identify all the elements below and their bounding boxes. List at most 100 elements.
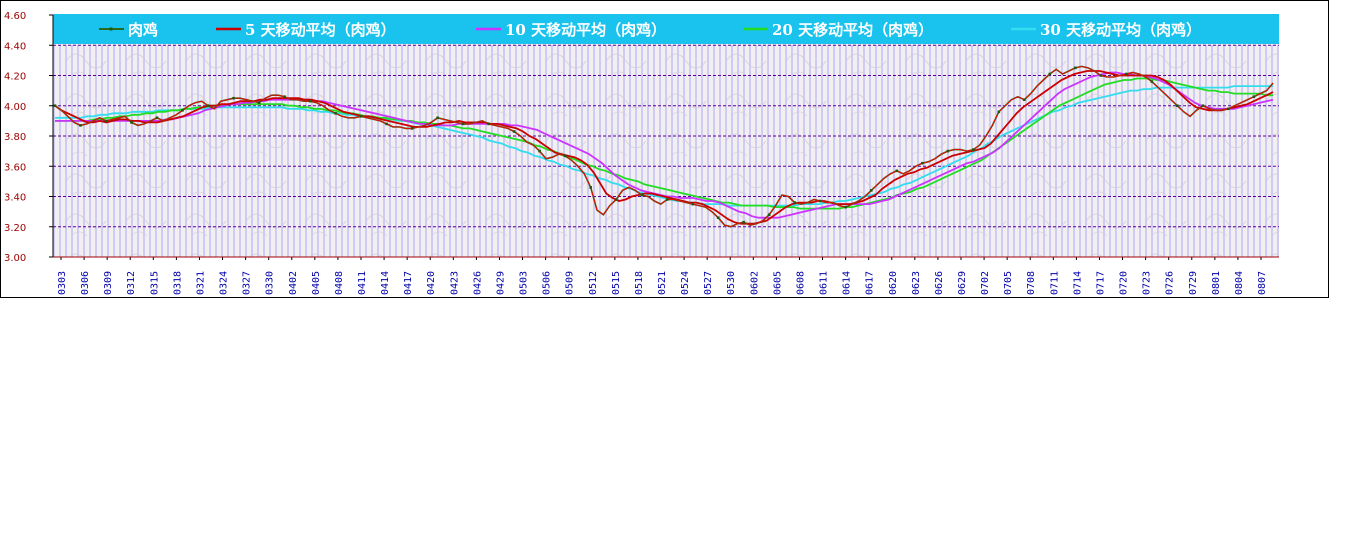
chart-frame: 3.00 3.20 3.40 3.60 3.80 4.00 4.20 4.40 4.60 030… (0, 0, 1329, 298)
series-lines (53, 65, 1274, 228)
y-axis: 3.00 3.20 3.40 3.60 3.80 4.00 4.20 4.40 4.60 (4, 11, 53, 264)
x-tick-label: 0614 (842, 271, 853, 295)
x-tick-label: 0629 (957, 271, 968, 295)
x-tick-label: 0602 (749, 271, 760, 295)
line-chart: 3.00 3.20 3.40 3.60 3.80 4.00 4.20 4.40 4.60 030… (4, 11, 1279, 295)
data-point-marker (793, 201, 796, 204)
x-tick-label: 0726 (1165, 271, 1176, 295)
x-tick-label: 0611 (819, 271, 830, 295)
legend-background (53, 14, 1279, 44)
x-tick-label: 0312 (126, 271, 137, 295)
x-tick-label: 0720 (1119, 271, 1130, 295)
x-tick-label: 0429 (495, 271, 506, 295)
x-tick-label: 0530 (726, 271, 737, 295)
x-tick-label: 0512 (588, 271, 599, 295)
series-line-ma-30 (55, 85, 1273, 207)
y-tick-label: 3.20 (4, 223, 26, 234)
data-point-marker (308, 99, 312, 103)
x-tick-label: 0515 (611, 271, 622, 295)
x-tick-label: 0417 (403, 271, 414, 295)
legend-marker (109, 27, 113, 31)
data-point-marker (640, 193, 643, 197)
data-point-marker (716, 216, 720, 219)
series-line-ma-20 (55, 77, 1273, 210)
x-tick-label: 0324 (219, 271, 230, 295)
x-tick-label: 0303 (57, 271, 68, 295)
data-point-marker (410, 127, 414, 130)
x-tick-label: 0330 (265, 271, 276, 295)
data-point-marker (1048, 72, 1052, 76)
x-tick-label: 0717 (1095, 271, 1106, 295)
data-point-marker (538, 149, 541, 153)
data-point-marker (359, 115, 363, 118)
data-point-marker (921, 161, 924, 165)
data-point-marker (53, 104, 57, 107)
data-point-marker (1023, 98, 1026, 101)
x-tick-label: 0801 (1211, 271, 1222, 295)
data-point-marker (232, 96, 235, 100)
x-tick-label: 0804 (1234, 271, 1245, 295)
data-point-marker (742, 220, 745, 224)
x-tick-label: 0327 (242, 271, 253, 295)
legend-label: 10 天移动平均（肉鸡） (505, 21, 666, 39)
x-tick-label: 0408 (334, 271, 345, 295)
x-tick-label: 0426 (472, 271, 483, 295)
data-point-marker (334, 112, 337, 115)
legend: 肉鸡 5 天移动平均（肉鸡） 10 天移动平均（肉鸡） 20 天移动平均（肉鸡） 30 … (99, 21, 1201, 39)
x-tick-label: 0309 (103, 271, 114, 295)
data-point-marker (563, 154, 567, 157)
legend-label: 30 天移动平均（肉鸡） (1040, 21, 1201, 39)
x-tick-label: 0423 (449, 271, 460, 295)
background-bars (53, 45, 1279, 257)
x-tick-label: 0617 (865, 271, 876, 295)
series-line-ma-5 (54, 70, 1274, 225)
y-tick-label: 3.60 (4, 162, 26, 173)
y-tick-label: 3.00 (4, 253, 26, 264)
x-tick-label: 0411 (357, 271, 368, 295)
data-point-marker (181, 109, 184, 112)
x-tick-label: 0605 (772, 271, 783, 295)
x-tick-label: 0711 (1049, 271, 1060, 295)
y-tick-label: 4.20 (4, 72, 26, 83)
y-tick-label: 4.60 (4, 11, 26, 22)
data-point-marker (844, 205, 847, 209)
x-tick-label: 0729 (1188, 271, 1199, 295)
data-point-marker (1125, 72, 1128, 76)
x-tick-label: 0306 (80, 271, 91, 295)
x-tick-label: 0626 (934, 271, 945, 295)
y-tick-label: 4.00 (4, 102, 26, 113)
data-point-marker (512, 130, 516, 133)
data-point-marker (818, 199, 822, 203)
data-point-marker (1176, 104, 1179, 107)
data-point-marker (895, 169, 899, 173)
x-tick-label: 0509 (565, 271, 576, 295)
x-tick-label: 0521 (657, 271, 668, 295)
data-point-marker (767, 213, 771, 216)
data-point-marker (104, 119, 108, 123)
data-point-marker (691, 202, 694, 206)
data-point-marker (870, 189, 873, 192)
x-tick-label: 0524 (680, 271, 691, 295)
data-point-marker (436, 116, 439, 120)
data-point-marker (487, 122, 490, 126)
data-point-marker (665, 198, 669, 201)
x-tick-label: 0708 (1026, 271, 1037, 295)
x-tick-label: 0321 (195, 271, 206, 295)
x-tick-label: 0623 (911, 271, 922, 295)
x-tick-label: 0402 (288, 271, 299, 295)
x-tick-label: 0503 (519, 271, 530, 295)
y-tick-label: 4.40 (4, 41, 26, 52)
data-point-marker (614, 198, 618, 201)
legend-label: 5 天移动平均（肉鸡） (245, 21, 396, 39)
data-point-marker (1150, 80, 1154, 83)
x-axis: 0303 0306 0309 0312 0315 0318 0321 0324 0327 0330… (57, 257, 1268, 295)
x-tick-label: 0420 (426, 271, 437, 295)
legend-label: 肉鸡 (128, 21, 158, 39)
data-point-marker (385, 122, 388, 126)
x-tick-label: 0705 (1003, 271, 1014, 295)
data-point-marker (155, 116, 159, 120)
x-tick-label: 0723 (1142, 271, 1153, 295)
x-tick-label: 0807 (1257, 271, 1268, 295)
data-point-marker (1074, 66, 1077, 70)
x-tick-label: 0608 (795, 271, 806, 295)
